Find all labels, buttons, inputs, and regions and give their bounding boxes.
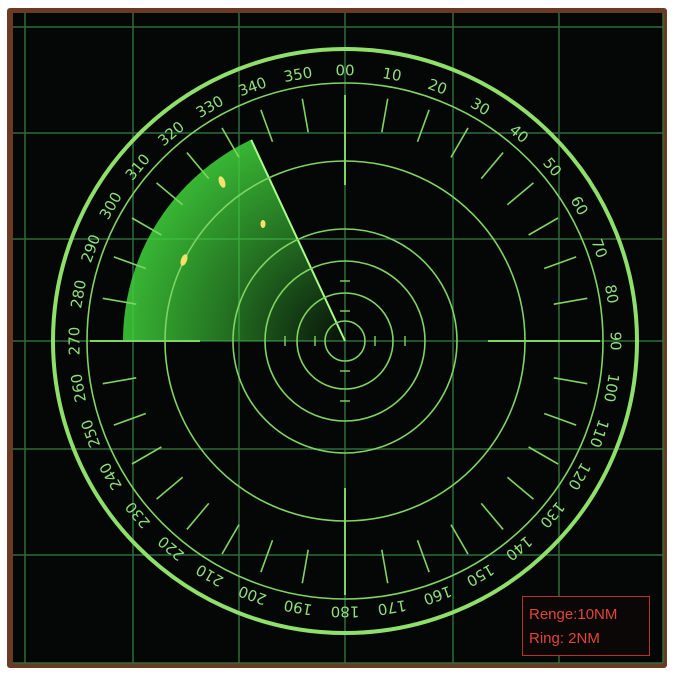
radar-targets — [180, 176, 266, 266]
bearing-tick — [131, 217, 162, 236]
bearing-tick — [102, 377, 137, 385]
range-info-box: Renge:10NM Ring: 2NM — [522, 596, 650, 656]
bearing-tick — [506, 182, 534, 206]
range-ring — [296, 292, 394, 390]
bearing-tick — [450, 524, 469, 555]
sweep-leading-edge — [250, 139, 346, 342]
sweep-wedge — [123, 139, 345, 341]
bearing-tick — [506, 476, 534, 500]
bearing-tick — [102, 297, 137, 305]
bearing-label: 10 — [381, 64, 403, 85]
range-label: Renge:10NM — [529, 606, 618, 623]
bearing-tick — [480, 502, 504, 530]
bearing-tick — [186, 152, 210, 180]
bearing-label: 170 — [376, 596, 407, 619]
bearing-tick — [416, 539, 430, 573]
sweep-sector — [123, 139, 346, 342]
bearing-tick — [156, 182, 184, 206]
bearing-label: 100 — [600, 372, 623, 403]
bearing-label: 70 — [587, 236, 610, 260]
bearing-tick — [528, 446, 559, 465]
bearing-tick — [260, 109, 274, 143]
ring-label: Ring: 2NM — [529, 630, 600, 647]
bearing-label: 350 — [282, 63, 313, 86]
bearing-tick — [156, 476, 184, 500]
bearing-label: 00 — [335, 62, 354, 80]
radar-target — [260, 220, 266, 228]
bearing-label: 270 — [66, 327, 84, 356]
range-ring — [264, 260, 426, 422]
range-ring — [86, 82, 604, 600]
bearing-tick — [480, 152, 504, 180]
outer-ring — [51, 47, 639, 635]
bearing-tick — [113, 256, 147, 270]
bearing-tick — [131, 446, 162, 465]
bearing-tick — [221, 524, 240, 555]
bearing-tick — [301, 98, 309, 133]
bearing-tick — [553, 297, 588, 305]
bearing-tick — [416, 109, 430, 143]
range-ring — [324, 320, 366, 362]
bearing-label: 260 — [67, 372, 90, 403]
bearing-tick — [450, 127, 469, 158]
bearing-label: 280 — [67, 278, 90, 309]
bearing-label: 90 — [607, 331, 625, 350]
bearing-tick — [381, 549, 389, 584]
range-rings — [51, 47, 639, 635]
bearing-label: 20 — [425, 75, 449, 98]
bearing-tick — [301, 549, 309, 584]
bearing-tick — [543, 256, 577, 270]
bearing-tick — [553, 377, 588, 385]
bearing-tick — [381, 98, 389, 133]
bearing-tick — [221, 127, 240, 158]
bearing-label: 180 — [331, 603, 360, 621]
bearing-tick — [113, 412, 147, 426]
radar-target — [218, 176, 226, 188]
bearing-label: 190 — [282, 596, 313, 619]
bearing-tick — [528, 217, 559, 236]
bearing-tick — [260, 539, 274, 573]
bearing-label: 80 — [601, 283, 622, 305]
bearing-tick — [186, 502, 210, 530]
range-ring — [232, 228, 458, 454]
bearing-ticks — [99, 95, 591, 587]
radar-target — [180, 254, 188, 266]
bearing-tick — [543, 412, 577, 426]
